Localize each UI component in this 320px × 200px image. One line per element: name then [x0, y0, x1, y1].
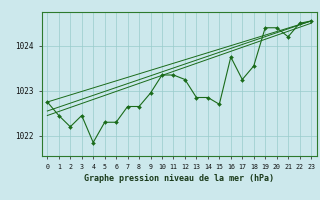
X-axis label: Graphe pression niveau de la mer (hPa): Graphe pression niveau de la mer (hPa)	[84, 174, 274, 183]
